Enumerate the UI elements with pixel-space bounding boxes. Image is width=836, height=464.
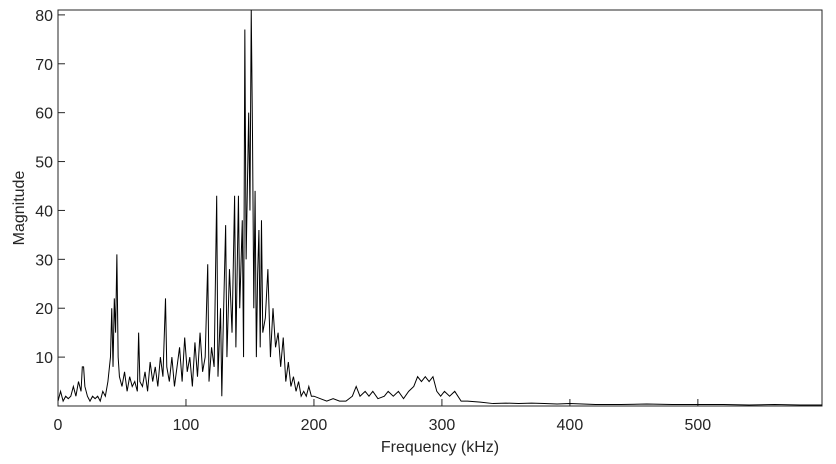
y-tick-label: 80 [35,8,53,25]
plot-frame [57,9,823,407]
x-tick-label: 500 [685,417,712,434]
x-axis-label: Frequency (kHz) [381,439,499,456]
y-tick-label: 70 [35,57,53,74]
y-tick-label: 60 [35,106,53,123]
x-tick-label: 0 [54,417,63,434]
y-tick-label: 50 [35,155,53,172]
x-tick-label: 100 [173,417,200,434]
x-tick-label: 400 [557,417,584,434]
y-tick-label: 40 [35,203,53,220]
x-tick-label: 300 [429,417,456,434]
y-axis-label: Magnitude [11,171,28,246]
y-tick-label: 20 [35,301,53,318]
y-tick-label: 30 [35,252,53,269]
y-tick-label: 10 [35,350,53,367]
x-tick-label: 200 [301,417,328,434]
spectrum-line [57,9,822,406]
